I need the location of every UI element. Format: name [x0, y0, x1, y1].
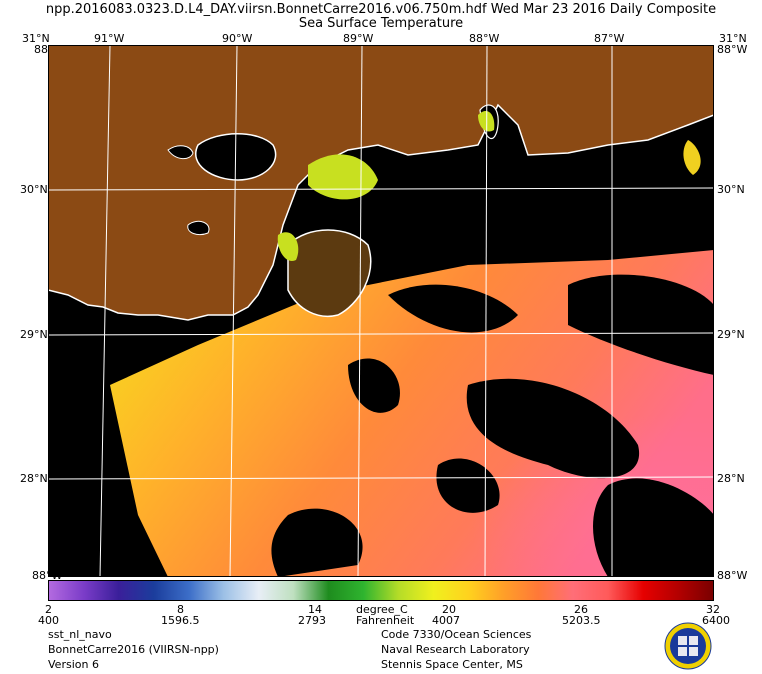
nrl-seal-logo	[664, 622, 712, 670]
colorbar-unit-fahrenheit: Fahrenheit	[356, 614, 415, 627]
colorbar-c-tick-26: 26	[574, 603, 588, 616]
org-location: Stennis Space Center, MS	[381, 658, 523, 671]
lat-label-28n-left: 28°N	[20, 472, 48, 485]
version-label: Version 6	[48, 658, 99, 671]
map-title: npp.2016083.0323.D.L4_DAY.viirsn.BonnetC…	[45, 2, 717, 17]
colorbar-f-tick-6400: 6400	[702, 614, 730, 627]
lat-label-30n-left: 30°N	[20, 183, 48, 196]
warm-water-patch	[108, 250, 714, 577]
corner-label-top-right: 31°N	[719, 32, 747, 45]
cloud-mask	[271, 274, 714, 577]
edge-label-right-bottom: 88°W	[717, 569, 748, 582]
nearshore-yellow-east	[683, 140, 701, 175]
org-name: Naval Research Laboratory	[381, 643, 530, 656]
map-border	[48, 45, 714, 577]
lake-maurepas	[167, 145, 194, 160]
region-name: BonnetCarre2016 (VIIRSN-npp)	[48, 643, 219, 656]
corner-label-top-left: 31°N	[22, 32, 50, 45]
colorbar-f-tick-5203: 5203.5	[562, 614, 601, 627]
map-subtitle: Sea Surface Temperature	[298, 16, 464, 31]
colorbar-c-tick-2: 2	[45, 603, 52, 616]
sst-map	[48, 45, 714, 577]
lat-label-29n-right: 29°N	[717, 328, 745, 341]
river-delta	[287, 229, 372, 317]
lat-label-29n-left: 29°N	[20, 328, 48, 341]
lon-label-87w: 87°W	[594, 32, 625, 45]
product-name: sst_nl_navo	[48, 628, 112, 641]
graticule	[48, 45, 714, 577]
org-code: Code 7330/Ocean Sciences	[381, 628, 532, 641]
colorbar-f-tick-400: 400	[38, 614, 59, 627]
lon-label-88w: 88°W	[469, 32, 500, 45]
colorbar	[48, 580, 714, 601]
colorbar-f-tick-4007: 4007	[432, 614, 460, 627]
lake-salvador	[187, 220, 210, 236]
colorbar-f-tick-1596: 1596.5	[161, 614, 200, 627]
colorbar-c-tick-20: 20	[442, 603, 456, 616]
colorbar-c-tick-14: 14	[308, 603, 322, 616]
lat-label-30n-right: 30°N	[717, 183, 745, 196]
lat-label-28n-right: 28°N	[717, 472, 745, 485]
colorbar-unit-celsius: degree_C	[356, 603, 408, 616]
edge-label-right-top: 88°W	[717, 43, 748, 56]
lon-label-91w: 91°W	[94, 32, 125, 45]
lon-label-89w: 89°W	[343, 32, 374, 45]
lon-label-90w: 90°W	[222, 32, 253, 45]
colorbar-c-tick-8: 8	[177, 603, 184, 616]
colorbar-f-tick-2793: 2793	[298, 614, 326, 627]
colorbar-c-tick-32: 32	[706, 603, 720, 616]
